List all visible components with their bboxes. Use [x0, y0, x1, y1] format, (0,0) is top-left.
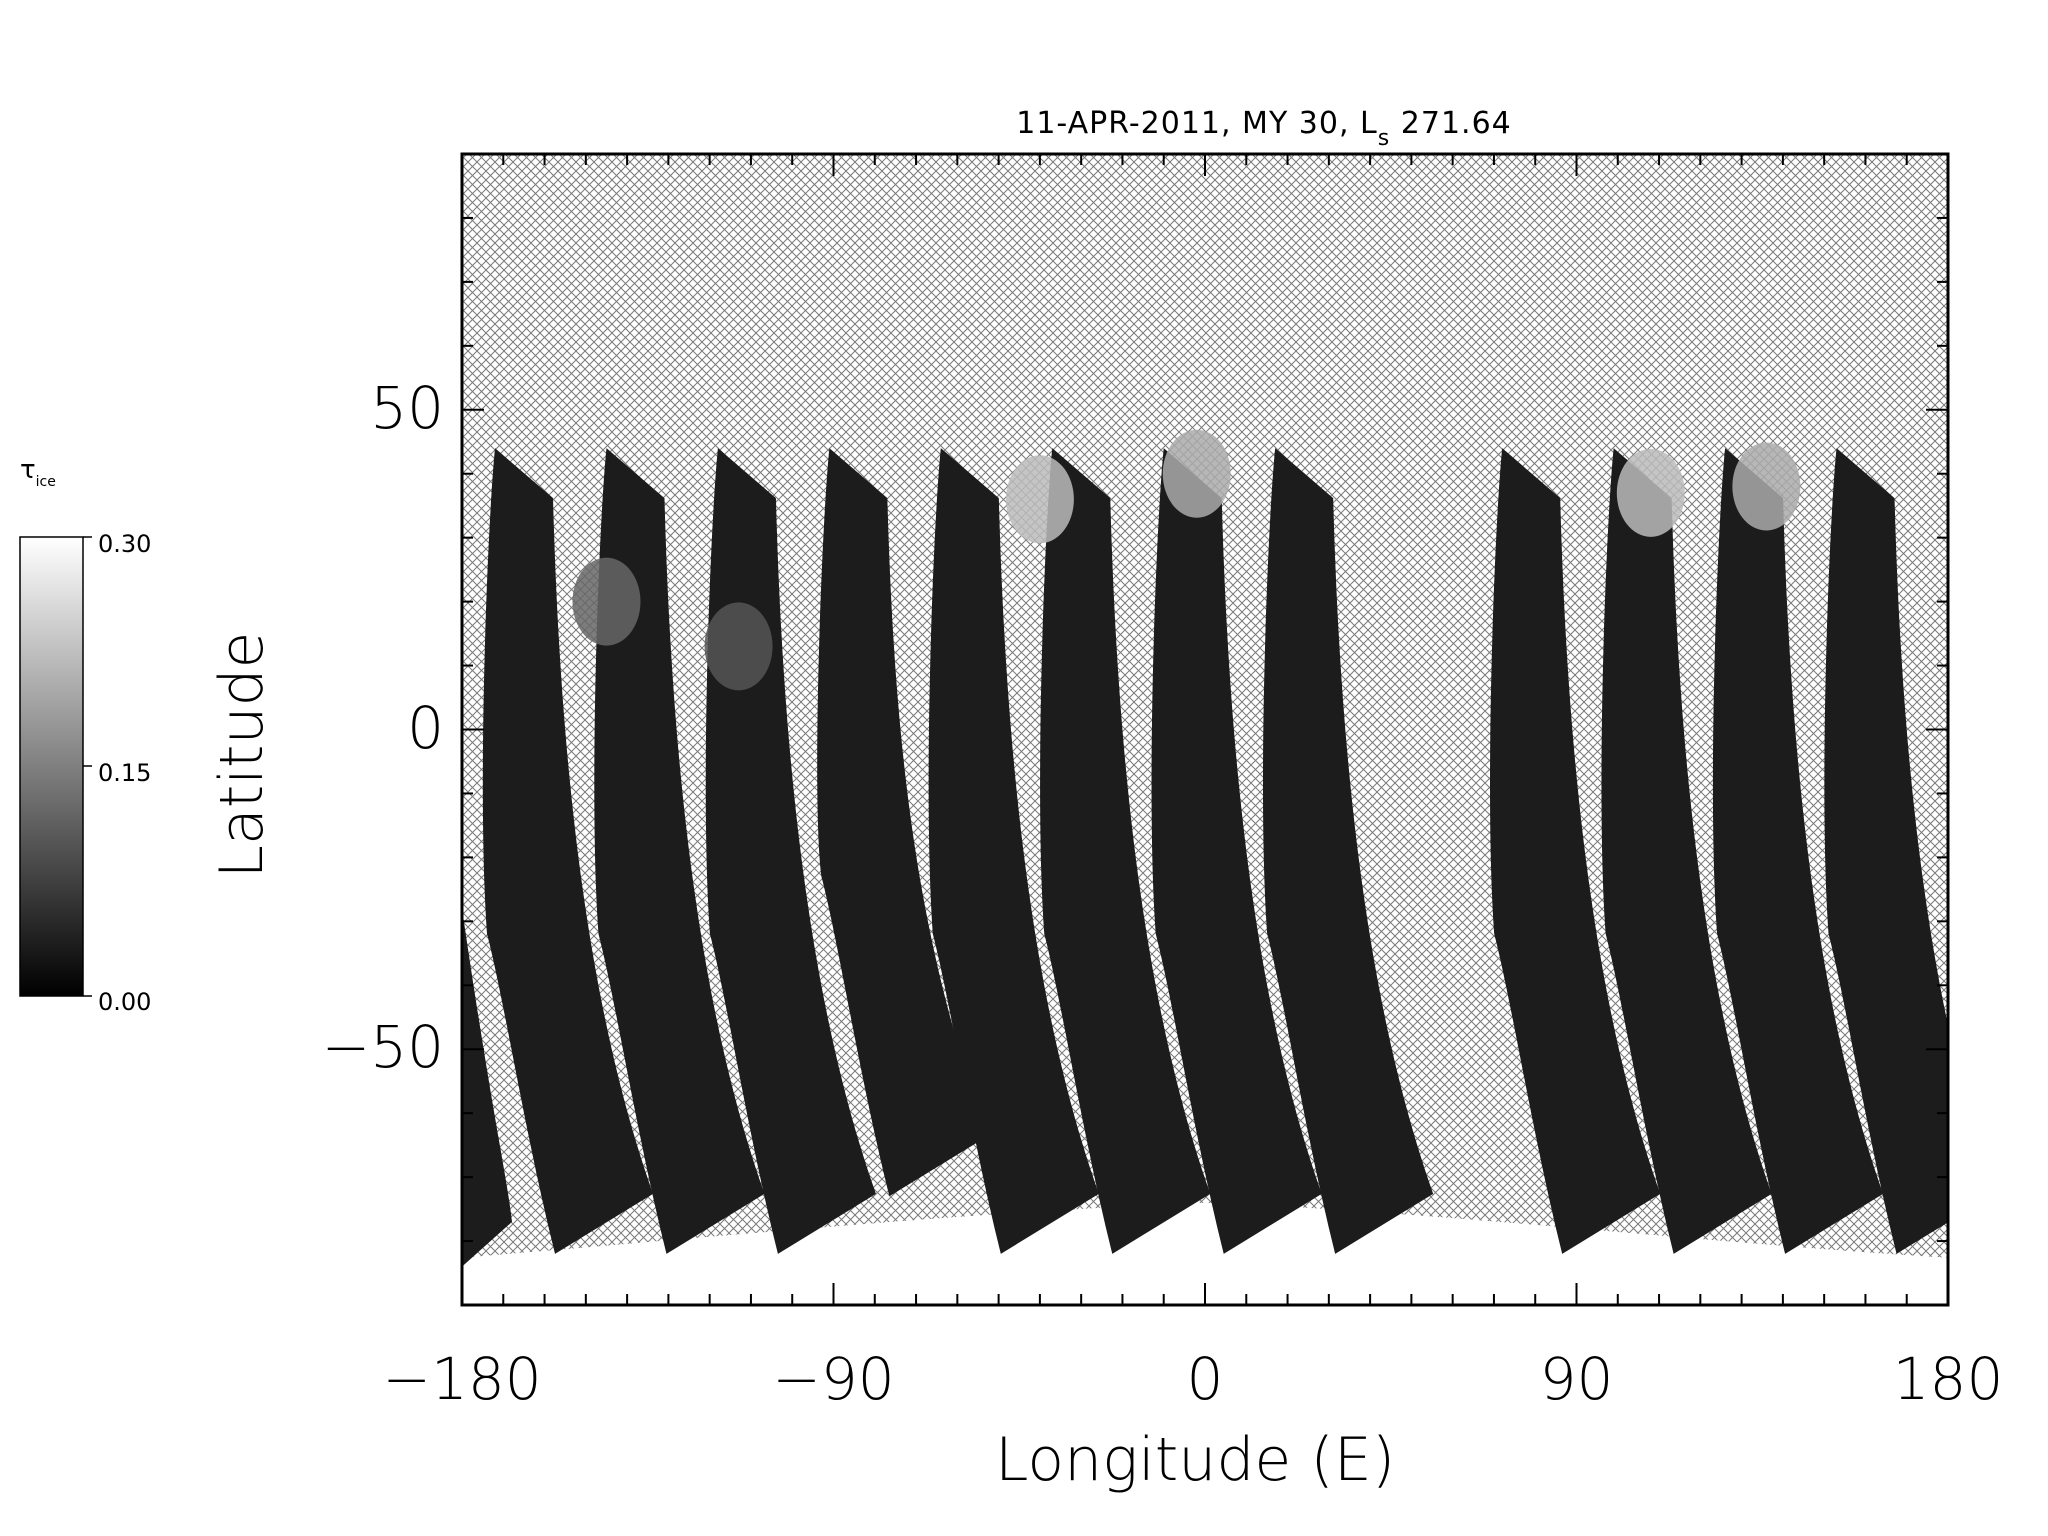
swath-edge — [462, 908, 512, 1267]
swath-2 — [594, 448, 765, 1254]
swath-5 — [928, 448, 1099, 1254]
plot-area — [462, 154, 1948, 1305]
swath-9 — [1490, 448, 1661, 1254]
ice-patch-1 — [1005, 455, 1074, 544]
swath-8 — [1262, 448, 1434, 1254]
swath-6 — [1040, 448, 1211, 1254]
polar-cap — [462, 1202, 1948, 1305]
colorbar-tick-label-max: 0.30 — [98, 530, 152, 558]
colorbar — [19, 536, 84, 997]
y-tick-label: 0 — [407, 693, 444, 762]
colorbar-tick-label-min: 0.00 — [98, 988, 152, 1016]
y-tick-label: −50 — [321, 1013, 444, 1082]
x-tick-label: 90 — [1539, 1345, 1614, 1413]
colorbar-label: τice — [20, 455, 56, 490]
ice-patch-3 — [1616, 448, 1685, 537]
ice-patch-5 — [572, 557, 641, 646]
ice-patch-2 — [1162, 429, 1231, 518]
x-tick-label: 180 — [1892, 1345, 2004, 1413]
x-tick-label: 0 — [1186, 1345, 1224, 1413]
colorbar-tick-label-mid: 0.15 — [98, 759, 152, 787]
ice-patch-6 — [704, 602, 773, 691]
x-tick-label: −90 — [772, 1345, 895, 1413]
colorbar-label-subscript: ice — [35, 474, 56, 490]
x-axis-label: Longitude (E) — [995, 1425, 1396, 1495]
x-tick-label: −180 — [382, 1345, 542, 1413]
swath-12 — [1824, 448, 1948, 1254]
swath-10 — [1601, 448, 1772, 1254]
y-tick-label: 50 — [370, 373, 444, 442]
swath-11 — [1712, 448, 1884, 1254]
axis-ticks — [461, 153, 1949, 1306]
chart-title: 11-APR-2011, MY 30, Ls 271.64 — [1016, 106, 1512, 151]
colorbar-ticks — [83, 536, 92, 997]
swath-4 — [817, 448, 988, 1197]
swath-7 — [1151, 448, 1322, 1254]
swath-1 — [482, 448, 654, 1254]
colorbar-label-symbol: τ — [20, 455, 36, 485]
ice-patch-4 — [1732, 442, 1801, 531]
